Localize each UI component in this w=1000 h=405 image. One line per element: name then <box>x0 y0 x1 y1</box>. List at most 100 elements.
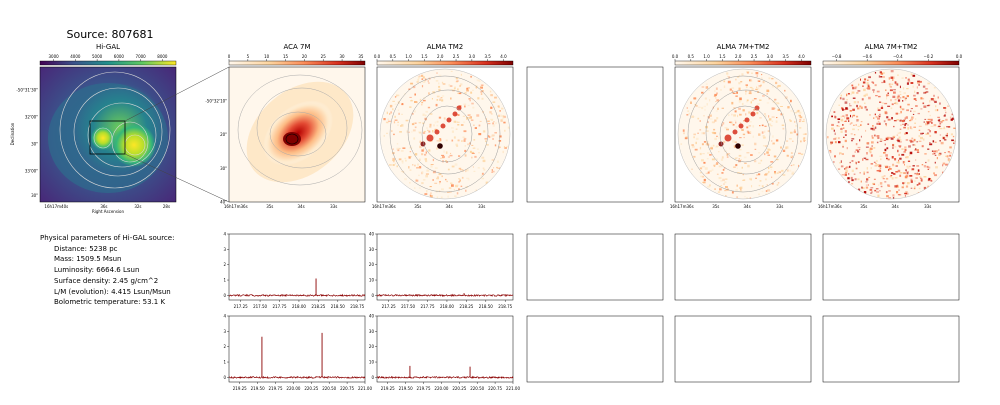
alma-speckle <box>715 163 719 165</box>
alma-speckle <box>776 159 779 161</box>
alma-speckle <box>939 102 941 105</box>
alma-speckle <box>907 103 910 106</box>
alma-speckle <box>490 118 494 121</box>
alma-speckle <box>880 72 884 75</box>
alma-speckle <box>848 120 850 122</box>
alma-speckle <box>481 156 485 159</box>
alma-speckle <box>701 106 704 110</box>
alma-speckle <box>751 72 753 74</box>
alma-speckle <box>686 114 689 116</box>
alma-speckle <box>886 147 889 150</box>
alma-speckle <box>739 137 742 139</box>
alma-speckle <box>736 167 738 169</box>
alma-speckle <box>726 72 729 75</box>
alma-speckle <box>461 140 463 142</box>
alma-speckle <box>455 184 458 188</box>
alma-speckle <box>892 95 896 98</box>
alma-speckle <box>906 182 910 185</box>
alma-speckle <box>709 99 711 102</box>
alma-speckle <box>701 132 704 135</box>
alma-speckle <box>866 142 869 145</box>
colorbar-tick-label: 4.0 <box>798 54 805 59</box>
aca-xtick: 33s <box>330 204 337 209</box>
alma-speckle <box>926 133 930 135</box>
alma-speckle <box>705 83 708 85</box>
alma-speckle <box>791 171 795 173</box>
alma-speckle <box>688 112 691 115</box>
alma-speckle <box>701 175 705 178</box>
alma-speckle <box>736 91 738 94</box>
alma-speckle <box>465 169 467 173</box>
alma-speckle <box>904 176 908 179</box>
alma-speckle <box>856 119 859 122</box>
alma-speckle <box>780 106 783 107</box>
alma-speckle <box>923 121 925 123</box>
alma-speckle <box>928 177 931 181</box>
alma-speckle <box>834 132 836 135</box>
alma-speckle <box>852 128 855 131</box>
colorbar-tick-label: 3.5 <box>782 54 789 59</box>
alma-speckle <box>397 124 399 126</box>
alma-speckle <box>855 143 858 146</box>
alma-speckle <box>409 182 411 184</box>
alma-speckle <box>422 132 426 134</box>
alma-speckle <box>721 164 724 167</box>
alma-speckle <box>441 95 445 97</box>
alma-speckle <box>873 91 875 93</box>
alma-speckle <box>874 165 878 167</box>
alma-speckle <box>850 176 853 180</box>
alma-speckle <box>855 124 857 126</box>
alma-speckle <box>718 151 720 153</box>
alma-speckle <box>782 174 786 176</box>
alma-speckle <box>886 97 888 100</box>
colorbar-tick-label: 1.5 <box>719 54 726 59</box>
alma-speckle <box>470 91 473 94</box>
alma-speckle <box>731 191 734 194</box>
alma-speckle <box>888 197 891 199</box>
alma-speckle <box>887 185 891 187</box>
alma-speckle <box>388 164 392 166</box>
alma-speckle <box>899 128 902 130</box>
alma-speckle <box>428 149 431 152</box>
alma-speckle <box>845 169 848 173</box>
alma-speckle <box>731 87 735 89</box>
alma-speckle <box>845 166 849 169</box>
alma-speckle <box>432 130 434 133</box>
alma-speckle <box>392 152 395 155</box>
alma-speckle <box>840 119 844 122</box>
alma-speckle <box>788 138 792 140</box>
alma-speckle <box>716 117 719 119</box>
alma-speckle <box>910 187 913 189</box>
alma-speckle <box>753 109 756 111</box>
alma-speckle <box>414 126 417 129</box>
alma-speckle <box>871 135 874 138</box>
alma-speckle <box>927 159 930 162</box>
alma-speckle <box>774 171 776 173</box>
alma-speckle <box>743 156 747 159</box>
alma-speckle <box>492 170 495 173</box>
alma-speckle <box>390 111 392 114</box>
panel-title-0: Hi-GAL <box>96 43 120 51</box>
alma-speckle <box>396 94 400 97</box>
alma-speckle <box>913 110 916 113</box>
alma-speckle <box>414 101 417 103</box>
alma-speckle <box>750 179 752 181</box>
alma-speckle <box>438 88 441 92</box>
alma-speckle <box>454 195 457 197</box>
alma-speckle <box>799 121 801 123</box>
alma-speckle <box>766 102 770 104</box>
alma-speckle <box>845 107 848 110</box>
alma-speckle <box>945 118 948 121</box>
alma-xtick-4: 35s <box>860 204 867 209</box>
alma-speckle <box>909 120 912 122</box>
info-lm-evolution: L/M (evolution): 4.415 Lsun/Msun <box>54 287 171 296</box>
alma-speckle <box>899 194 902 196</box>
alma-speckle <box>870 127 874 130</box>
alma-speckle <box>911 116 914 119</box>
alma-speckle <box>840 152 842 154</box>
alma-speckle <box>897 113 901 115</box>
alma-speckle <box>715 101 717 103</box>
alma-speckle <box>917 169 920 172</box>
alma-speckle <box>742 109 745 112</box>
alma-speckle <box>758 193 760 195</box>
